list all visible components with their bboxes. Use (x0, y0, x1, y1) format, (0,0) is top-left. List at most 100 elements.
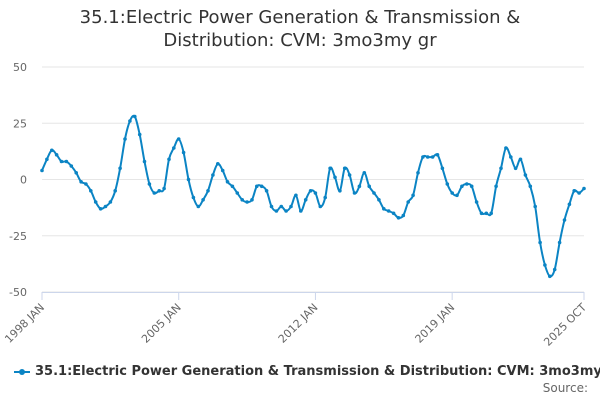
data-point[interactable] (416, 171, 420, 175)
data-point[interactable] (54, 153, 59, 157)
data-point[interactable] (142, 159, 147, 164)
data-point[interactable] (430, 155, 435, 159)
data-point[interactable] (259, 184, 264, 189)
data-point[interactable] (474, 200, 479, 204)
data-point[interactable] (509, 155, 513, 159)
data-point[interactable] (128, 119, 132, 123)
data-point[interactable] (577, 191, 581, 195)
data-point[interactable] (245, 200, 249, 204)
data-point[interactable] (211, 173, 215, 177)
data-point[interactable] (523, 173, 528, 177)
data-point[interactable] (528, 184, 533, 189)
data-point[interactable] (548, 274, 552, 279)
data-point[interactable] (69, 164, 74, 168)
data-point[interactable] (323, 195, 328, 200)
data-point[interactable] (64, 159, 69, 164)
data-point[interactable] (157, 189, 161, 193)
data-point[interactable] (489, 211, 494, 216)
data-point[interactable] (84, 182, 88, 186)
data-point[interactable] (445, 182, 450, 186)
data-point[interactable] (172, 146, 176, 150)
data-point[interactable] (518, 157, 523, 162)
data-point[interactable] (196, 204, 201, 209)
data-point[interactable] (220, 168, 225, 173)
data-point[interactable] (230, 184, 235, 189)
data-point[interactable] (206, 189, 210, 193)
data-point[interactable] (216, 162, 220, 166)
data-point[interactable] (484, 211, 489, 216)
data-point[interactable] (279, 204, 284, 209)
data-point[interactable] (123, 137, 127, 141)
data-point[interactable] (93, 200, 98, 204)
legend[interactable]: 35.1:Electric Power Generation & Transmi… (14, 364, 600, 379)
data-point[interactable] (386, 209, 391, 213)
data-point[interactable] (103, 204, 108, 209)
data-point[interactable] (582, 186, 586, 191)
data-point[interactable] (396, 216, 401, 220)
data-point[interactable] (401, 213, 406, 218)
data-point[interactable] (303, 198, 308, 202)
data-point[interactable] (513, 166, 518, 171)
data-point[interactable] (338, 189, 342, 193)
data-point[interactable] (284, 209, 288, 213)
data-point[interactable] (162, 186, 166, 191)
data-point[interactable] (133, 114, 137, 119)
data-point[interactable] (499, 166, 503, 171)
data-point[interactable] (494, 184, 498, 189)
data-point[interactable] (191, 195, 196, 200)
data-point[interactable] (562, 218, 567, 222)
data-point[interactable] (45, 157, 49, 162)
data-point[interactable] (552, 267, 557, 272)
data-point[interactable] (377, 198, 381, 202)
data-point[interactable] (538, 240, 542, 245)
data-point[interactable] (181, 150, 186, 155)
data-point[interactable] (74, 171, 78, 175)
data-point[interactable] (186, 177, 191, 182)
data-point[interactable] (572, 189, 576, 193)
data-point[interactable] (167, 157, 171, 162)
data-point[interactable] (367, 184, 372, 189)
data-point[interactable] (250, 198, 254, 202)
data-point[interactable] (421, 155, 425, 159)
data-point[interactable] (504, 146, 508, 150)
data-point[interactable] (299, 209, 303, 213)
data-point[interactable] (533, 204, 537, 209)
data-point[interactable] (108, 200, 113, 204)
data-point[interactable] (469, 184, 474, 189)
data-point[interactable] (118, 166, 122, 171)
data-point[interactable] (411, 193, 415, 198)
data-point[interactable] (450, 191, 455, 195)
data-point[interactable] (147, 182, 152, 186)
data-point[interactable] (460, 184, 464, 189)
data-point[interactable] (264, 189, 269, 193)
data-point[interactable] (382, 207, 386, 211)
data-point[interactable] (137, 132, 142, 137)
data-point[interactable] (465, 182, 469, 186)
data-point[interactable] (357, 184, 362, 189)
data-point[interactable] (352, 191, 357, 195)
data-point[interactable] (59, 159, 64, 164)
data-point[interactable] (40, 168, 44, 173)
data-point[interactable] (391, 211, 396, 216)
data-point[interactable] (435, 153, 440, 157)
data-point[interactable] (98, 207, 103, 211)
data-point[interactable] (328, 166, 332, 171)
data-point[interactable] (235, 191, 240, 195)
data-point[interactable] (152, 191, 157, 195)
data-point[interactable] (289, 204, 293, 209)
data-point[interactable] (240, 198, 244, 202)
data-point[interactable] (557, 240, 562, 245)
data-point[interactable] (274, 209, 279, 213)
data-point[interactable] (543, 263, 547, 267)
data-point[interactable] (113, 189, 117, 193)
data-point[interactable] (201, 198, 205, 202)
data-point[interactable] (406, 200, 411, 204)
data-point[interactable] (313, 191, 318, 195)
data-point[interactable] (372, 191, 376, 195)
data-point[interactable] (567, 202, 572, 207)
data-point[interactable] (294, 193, 298, 198)
data-point[interactable] (333, 175, 337, 180)
data-point[interactable] (254, 184, 259, 189)
data-point[interactable] (79, 180, 83, 184)
data-point[interactable] (455, 193, 459, 198)
